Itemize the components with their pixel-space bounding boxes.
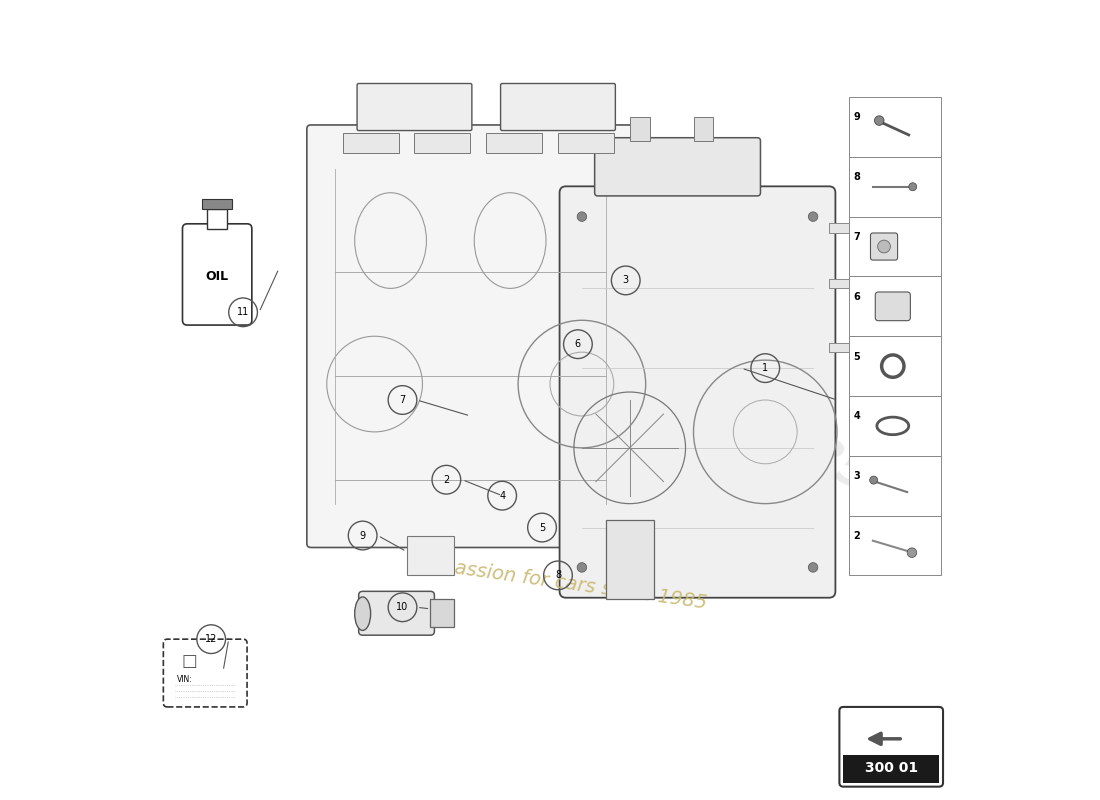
Bar [486, 133, 542, 153]
Text: 2: 2 [443, 474, 450, 485]
Bar [430, 599, 454, 627]
Bar [849, 157, 940, 217]
Text: since 1985: since 1985 [586, 330, 880, 502]
FancyBboxPatch shape [307, 125, 634, 547]
Bar [849, 277, 940, 336]
FancyBboxPatch shape [595, 138, 760, 196]
Circle shape [578, 562, 586, 572]
Bar [849, 217, 940, 277]
Circle shape [870, 476, 878, 484]
Text: 4: 4 [854, 411, 860, 422]
Text: 1: 1 [762, 363, 768, 373]
Text: 300 01: 300 01 [865, 762, 917, 775]
Bar [201, 199, 232, 209]
Ellipse shape [354, 597, 371, 630]
Text: 5: 5 [539, 522, 546, 533]
Bar [415, 133, 471, 153]
Bar [606, 519, 653, 599]
Text: 12: 12 [205, 634, 218, 644]
FancyBboxPatch shape [839, 707, 943, 786]
Bar [829, 279, 849, 288]
Text: 2: 2 [854, 531, 860, 541]
Circle shape [808, 562, 818, 572]
Text: ares: ares [524, 431, 768, 528]
Text: 6: 6 [575, 339, 581, 349]
Circle shape [878, 240, 890, 253]
Text: 9: 9 [360, 530, 365, 541]
Bar [207, 209, 227, 229]
Text: 4: 4 [499, 490, 505, 501]
Text: 3: 3 [854, 471, 860, 481]
Bar [829, 342, 849, 352]
Bar [849, 515, 940, 575]
Bar [629, 117, 650, 141]
Bar [693, 117, 714, 141]
Text: 6: 6 [854, 292, 860, 302]
Text: 7: 7 [854, 232, 860, 242]
Circle shape [578, 212, 586, 222]
Bar [343, 133, 398, 153]
FancyBboxPatch shape [876, 292, 911, 321]
Bar [829, 223, 849, 233]
Bar [407, 535, 454, 575]
Circle shape [909, 182, 916, 190]
Text: 11: 11 [236, 307, 250, 318]
FancyBboxPatch shape [358, 83, 472, 130]
Text: OIL: OIL [206, 270, 229, 283]
Text: 8: 8 [854, 172, 860, 182]
Text: 8: 8 [554, 570, 561, 580]
FancyBboxPatch shape [359, 591, 434, 635]
Text: a passion for cars since 1985: a passion for cars since 1985 [424, 554, 708, 613]
Text: 5: 5 [854, 351, 860, 362]
FancyBboxPatch shape [163, 639, 248, 707]
Circle shape [874, 116, 884, 126]
Text: 9: 9 [854, 112, 860, 122]
Circle shape [808, 212, 818, 222]
Bar [844, 754, 939, 782]
Text: VIN:: VIN: [177, 674, 192, 683]
Text: □: □ [182, 653, 198, 670]
Bar [849, 456, 940, 515]
Text: 10: 10 [396, 602, 408, 612]
Bar [849, 336, 940, 396]
Text: europ: europ [322, 335, 651, 433]
FancyBboxPatch shape [560, 186, 835, 598]
FancyBboxPatch shape [183, 224, 252, 325]
FancyBboxPatch shape [500, 83, 615, 130]
FancyBboxPatch shape [870, 233, 898, 260]
Text: 7: 7 [399, 395, 406, 405]
Bar [849, 97, 940, 157]
Circle shape [908, 548, 916, 558]
Text: 3: 3 [623, 275, 629, 286]
Bar [558, 133, 614, 153]
Bar [849, 396, 940, 456]
